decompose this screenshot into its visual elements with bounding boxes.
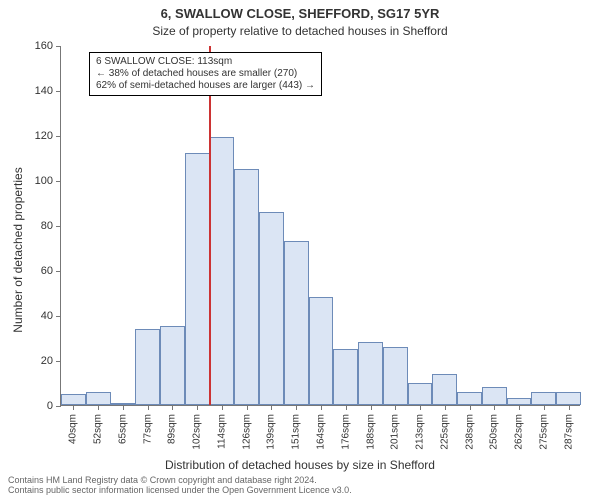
histogram-bar: [160, 326, 185, 405]
histogram-bar: [234, 169, 259, 405]
annotation-line-3: 62% of semi-detached houses are larger (…: [96, 80, 315, 92]
histogram-bar: [482, 387, 507, 405]
xtick-line: [395, 405, 396, 410]
histogram-bar: [457, 392, 482, 406]
xtick-label: 188sqm: [365, 414, 376, 450]
ytick-label: 60: [21, 265, 53, 277]
histogram-bar: [185, 153, 210, 405]
xtick-label: 65sqm: [117, 414, 128, 444]
ytick-label: 160: [21, 40, 53, 52]
chart-subtitle: Size of property relative to detached ho…: [0, 24, 600, 38]
xtick-line: [197, 405, 198, 410]
xtick-label: 225sqm: [439, 414, 450, 450]
xtick-label: 151sqm: [291, 414, 302, 450]
xtick-line: [544, 405, 545, 410]
histogram-bar: [408, 383, 433, 406]
ytick-line: [56, 271, 61, 272]
xtick-line: [470, 405, 471, 410]
xtick-line: [494, 405, 495, 410]
ytick-label: 0: [21, 400, 53, 412]
annotation-line-2: ← 38% of detached houses are smaller (27…: [96, 68, 315, 80]
xtick-line: [321, 405, 322, 410]
histogram-bar: [531, 392, 556, 406]
annotation-box: 6 SWALLOW CLOSE: 113sqm ← 38% of detache…: [89, 52, 322, 96]
xtick-line: [371, 405, 372, 410]
xtick-line: [296, 405, 297, 410]
ytick-line: [56, 226, 61, 227]
footer-line-2: Contains public sector information licen…: [8, 486, 352, 496]
chart-title: 6, SWALLOW CLOSE, SHEFFORD, SG17 5YR: [0, 6, 600, 21]
xtick-label: 250sqm: [489, 414, 500, 450]
xtick-label: 176sqm: [340, 414, 351, 450]
histogram-bar: [259, 212, 284, 406]
histogram-bar: [383, 347, 408, 406]
xtick-label: 287sqm: [563, 414, 574, 450]
xtick-line: [73, 405, 74, 410]
xtick-line: [247, 405, 248, 410]
xtick-label: 52sqm: [93, 414, 104, 444]
xtick-label: 139sqm: [266, 414, 277, 450]
ytick-line: [56, 181, 61, 182]
histogram-bar: [210, 137, 235, 405]
xtick-label: 77sqm: [142, 414, 153, 444]
xtick-label: 275sqm: [538, 414, 549, 450]
plot-area: 6 SWALLOW CLOSE: 113sqm ← 38% of detache…: [60, 46, 580, 406]
xtick-line: [445, 405, 446, 410]
xtick-label: 102sqm: [192, 414, 203, 450]
xtick-line: [148, 405, 149, 410]
xtick-label: 40sqm: [68, 414, 79, 444]
xtick-label: 126sqm: [241, 414, 252, 450]
xtick-line: [569, 405, 570, 410]
xtick-line: [346, 405, 347, 410]
ytick-line: [56, 361, 61, 362]
xtick-line: [123, 405, 124, 410]
ytick-label: 20: [21, 355, 53, 367]
histogram-bar: [309, 297, 334, 405]
ytick-line: [56, 91, 61, 92]
xtick-line: [519, 405, 520, 410]
xtick-label: 238sqm: [464, 414, 475, 450]
ytick-line: [56, 46, 61, 47]
histogram-bar: [358, 342, 383, 405]
xtick-line: [98, 405, 99, 410]
histogram-bar: [284, 241, 309, 405]
marker-line: [209, 46, 211, 405]
ytick-label: 40: [21, 310, 53, 322]
footer-attribution: Contains HM Land Registry data © Crown c…: [8, 476, 352, 496]
xtick-line: [222, 405, 223, 410]
xtick-label: 164sqm: [316, 414, 327, 450]
ytick-line: [56, 136, 61, 137]
histogram-bar: [556, 392, 581, 406]
xtick-line: [271, 405, 272, 410]
x-axis-label: Distribution of detached houses by size …: [0, 458, 600, 472]
annotation-line-1: 6 SWALLOW CLOSE: 113sqm: [96, 56, 315, 68]
histogram-bar: [86, 392, 111, 406]
histogram-bar: [432, 374, 457, 406]
ytick-line: [56, 316, 61, 317]
xtick-label: 213sqm: [415, 414, 426, 450]
ytick-line: [56, 406, 61, 407]
xtick-line: [172, 405, 173, 410]
xtick-label: 262sqm: [514, 414, 525, 450]
ytick-label: 140: [21, 85, 53, 97]
histogram-bar: [507, 398, 532, 405]
histogram-bar: [61, 394, 86, 405]
xtick-label: 201sqm: [390, 414, 401, 450]
histogram-bar: [135, 329, 160, 406]
xtick-label: 114sqm: [216, 414, 227, 449]
xtick-line: [420, 405, 421, 410]
y-axis-label: Number of detached properties: [11, 167, 25, 332]
ytick-label: 120: [21, 130, 53, 142]
histogram-bar: [333, 349, 358, 405]
xtick-label: 89sqm: [167, 414, 178, 444]
chart-container: 6, SWALLOW CLOSE, SHEFFORD, SG17 5YR Siz…: [0, 0, 600, 500]
ytick-label: 80: [21, 220, 53, 232]
ytick-label: 100: [21, 175, 53, 187]
